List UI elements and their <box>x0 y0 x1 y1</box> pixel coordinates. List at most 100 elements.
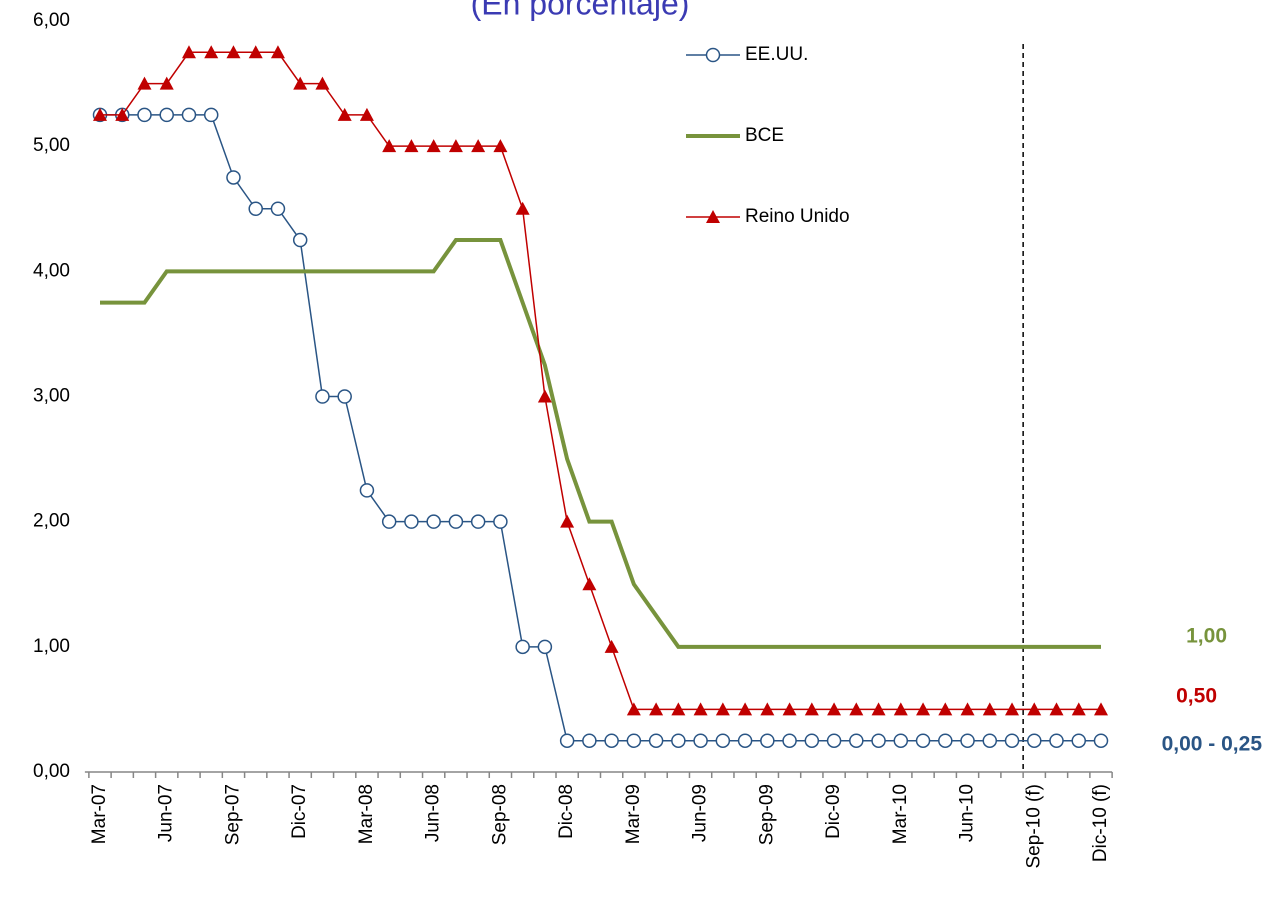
data-point <box>270 201 286 216</box>
data-point <box>1049 733 1064 748</box>
data-point <box>359 107 374 121</box>
data-point <box>938 733 953 748</box>
y-tick-label: 1,00 <box>33 636 70 657</box>
data-point <box>1071 702 1086 716</box>
legend-label: Reino Unido <box>745 206 850 227</box>
data-point <box>849 733 864 748</box>
data-point <box>626 702 641 716</box>
series-line <box>100 51 1101 711</box>
data-point <box>693 702 708 716</box>
data-point <box>315 76 330 90</box>
data-point <box>849 702 864 716</box>
data-point <box>915 733 931 748</box>
x-tick-label: Sep-10 (f) <box>1023 784 1044 868</box>
x-tick-label: Jun-10 <box>957 784 978 842</box>
data-point <box>293 76 308 90</box>
legend-marker <box>705 47 721 63</box>
data-point <box>315 389 330 404</box>
x-tick-label: Jun-07 <box>156 784 177 842</box>
data-point <box>181 45 196 59</box>
data-point <box>982 733 998 748</box>
x-tick-label: Dic-08 <box>556 784 577 839</box>
data-point <box>248 45 263 59</box>
data-point <box>582 733 597 748</box>
data-point <box>626 733 642 748</box>
data-point <box>960 702 975 716</box>
data-point <box>1027 733 1042 748</box>
data-point <box>737 733 753 748</box>
data-point <box>1027 702 1042 716</box>
data-point <box>1049 702 1064 716</box>
x-tick-label: Dic-10 (f) <box>1090 784 1111 862</box>
end-label: 0,50 <box>1176 685 1217 708</box>
data-point <box>916 702 931 716</box>
data-point <box>582 577 597 591</box>
end-label: 0,00 - 0,25 <box>1162 733 1263 756</box>
data-point <box>1093 733 1109 748</box>
data-point <box>159 76 174 90</box>
data-point <box>381 514 397 529</box>
y-tick-label: 6,00 <box>33 10 70 31</box>
x-tick-label: Dic-07 <box>289 784 310 839</box>
data-point <box>382 139 397 153</box>
data-point <box>893 702 908 716</box>
data-point <box>760 733 775 748</box>
x-tick-label: Sep-08 <box>489 784 510 845</box>
data-point <box>448 514 464 529</box>
data-point <box>203 107 219 123</box>
data-point <box>671 702 686 716</box>
data-point <box>159 107 174 123</box>
data-point <box>137 76 152 90</box>
legend-marker <box>706 210 720 223</box>
series-line <box>100 238 1101 649</box>
data-point <box>537 639 553 655</box>
data-point <box>782 702 797 716</box>
x-tick-label: Mar-10 <box>890 784 911 844</box>
data-point <box>470 514 486 529</box>
data-point <box>1004 733 1020 748</box>
data-point <box>404 514 419 529</box>
data-point <box>715 733 731 748</box>
data-point <box>537 389 552 403</box>
x-tick-label: Sep-09 <box>756 784 777 845</box>
data-point <box>604 639 619 653</box>
data-point <box>804 733 820 748</box>
data-point <box>560 514 575 528</box>
data-point <box>782 733 797 748</box>
x-tick-label: Mar-08 <box>356 784 377 844</box>
data-point <box>93 107 107 121</box>
y-tick-label: 0,00 <box>33 761 70 782</box>
data-point <box>982 702 997 716</box>
legend-label: EE.UU. <box>745 44 808 65</box>
data-point <box>248 201 263 216</box>
data-point <box>493 139 508 153</box>
data-point <box>204 45 219 59</box>
data-point <box>1005 702 1020 716</box>
data-point <box>871 702 886 716</box>
y-tick-label: 2,00 <box>33 511 70 532</box>
data-point <box>827 702 842 716</box>
data-point <box>515 201 530 215</box>
data-point <box>471 139 486 153</box>
x-tick-label: Mar-09 <box>623 784 644 844</box>
data-point <box>604 733 619 748</box>
data-point <box>738 702 753 716</box>
data-point <box>448 139 463 153</box>
data-point <box>760 702 775 716</box>
data-point <box>871 733 886 748</box>
data-point <box>493 514 508 529</box>
end-label: 1,00 <box>1186 625 1227 648</box>
series-line <box>100 114 1101 742</box>
data-point <box>559 733 575 748</box>
data-point <box>115 107 130 121</box>
data-point <box>226 45 241 59</box>
data-point <box>938 702 953 716</box>
data-point <box>426 514 441 529</box>
data-point <box>181 107 197 123</box>
chart-subtitle: (En porcentaje) <box>471 0 690 21</box>
data-point <box>649 702 664 716</box>
y-tick-label: 4,00 <box>33 260 70 281</box>
x-tick-label: Sep-07 <box>222 784 243 845</box>
data-point <box>226 170 241 185</box>
